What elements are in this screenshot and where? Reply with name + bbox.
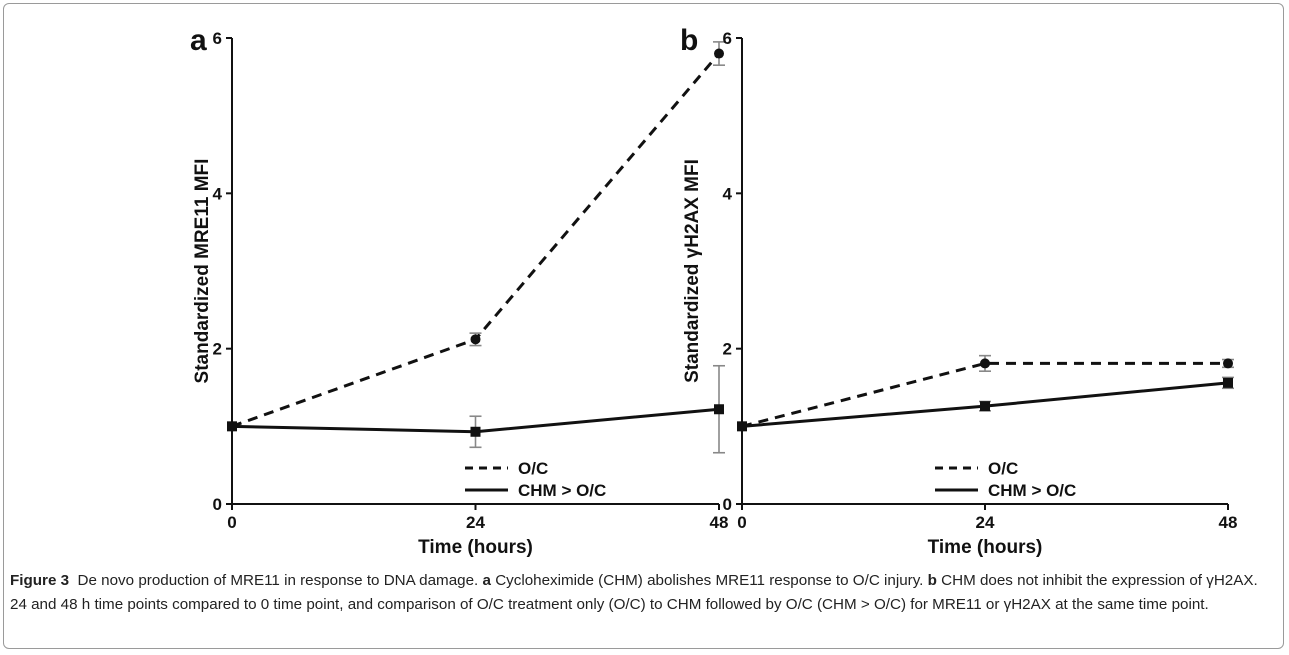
- y-tick-label: 6: [723, 29, 732, 48]
- data-point: [227, 421, 237, 432]
- y-axis-title: Standardized γH2AX MFI: [682, 159, 703, 383]
- series-line: [231, 52, 721, 428]
- x-tick-label: 24: [466, 513, 485, 532]
- data-point: [714, 48, 724, 59]
- legend-label: CHM > O/C: [988, 481, 1076, 500]
- figure-frame: [3, 3, 1284, 649]
- data-point: [980, 401, 990, 412]
- caption-b-label: b: [927, 572, 937, 589]
- y-axis-title: Standardized MRE11 MFI: [192, 159, 213, 384]
- y-tick-label: 4: [213, 184, 223, 203]
- data-point: [737, 421, 747, 432]
- data-point: [470, 426, 481, 437]
- legend: O/C CHM > O/C: [465, 459, 606, 500]
- legend-label: O/C: [988, 459, 1018, 478]
- data-point: [980, 358, 990, 369]
- y-tick-label: 0: [213, 495, 222, 514]
- series-line: [741, 361, 1228, 428]
- x-tick-label: 24: [976, 513, 995, 532]
- data-point: [1223, 358, 1233, 369]
- x-axis-title: Time (hours): [928, 537, 1043, 558]
- data-point: [470, 334, 481, 345]
- caption-figure-label: Figure 3: [10, 572, 70, 589]
- x-axis-title: Time (hours): [418, 537, 533, 558]
- panel-letter: a: [190, 24, 207, 57]
- series-oc: [227, 41, 725, 432]
- series-chm-oc: [227, 364, 725, 454]
- x-tick-label: 0: [227, 513, 236, 532]
- x-tick-label: 48: [1219, 513, 1238, 532]
- legend-label: O/C: [518, 459, 548, 478]
- x-tick-label: 48: [710, 513, 729, 532]
- legend: O/C CHM > O/C: [935, 459, 1076, 500]
- caption-title: De novo production of MRE11 in response …: [77, 572, 479, 589]
- series-chm-oc: [737, 376, 1234, 432]
- caption-a-label: a: [482, 572, 491, 589]
- y-tick-label: 2: [723, 340, 732, 359]
- y-tick-label: 0: [723, 495, 732, 514]
- caption-b-text: CHM does not inhibit the expression of γ…: [10, 572, 1258, 613]
- figure-caption: Figure 3 De novo production of MRE11 in …: [10, 569, 1278, 617]
- y-tick-label: 6: [213, 29, 222, 48]
- y-tick-label: 2: [213, 340, 222, 359]
- legend-label: CHM > O/C: [518, 481, 606, 500]
- y-tick-label: 4: [723, 184, 733, 203]
- x-tick-label: 0: [737, 513, 746, 532]
- data-point: [714, 404, 724, 415]
- data-point: [1223, 377, 1233, 388]
- caption-a-text: Cycloheximide (CHM) abolishes MRE11 resp…: [495, 572, 924, 589]
- panel-letter: b: [680, 24, 698, 57]
